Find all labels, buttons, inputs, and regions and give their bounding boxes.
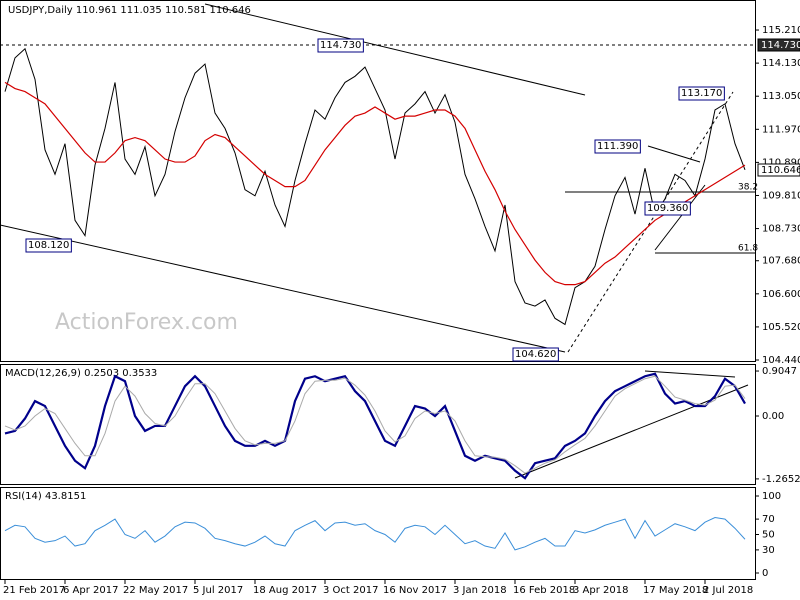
annotation-box: [512, 347, 559, 362]
annotation: 114.730: [320, 40, 361, 51]
trend-line: [204, 3, 586, 96]
x-tick-label: 17 May 2018: [643, 585, 708, 596]
price-box: [757, 163, 800, 177]
annotation: 104.620: [515, 349, 556, 360]
macd-title: MACD(12,26,9) 0.2503 0.3533: [5, 368, 157, 379]
annotation: 109.360: [647, 203, 688, 214]
y-tick-label: 104.440: [762, 355, 800, 366]
x-tick-label: 16 Nov 2017: [383, 585, 447, 596]
trend-line: [644, 370, 736, 378]
series-line: [4, 517, 746, 551]
x-tick-label: 3 Jan 2018: [453, 585, 507, 596]
chart-title: USDJPY,Daily 110.961 111.035 110.581 110…: [8, 5, 251, 16]
x-tick-label: 21 Feb 2017: [3, 585, 65, 596]
trend-line: [647, 145, 701, 163]
annotation-box: [317, 38, 364, 53]
x-tick-label: 3 Apr 2018: [573, 585, 628, 596]
y-tick-label: 113.050: [762, 91, 800, 102]
y-tick-label: 115.210: [762, 25, 800, 36]
x-tick-label: 5 Jul 2017: [193, 585, 243, 596]
y-tick-label: 106.600: [762, 289, 800, 300]
y-tick-label: 107.680: [762, 256, 800, 267]
x-tick-label: 2 Jul 2018: [703, 585, 753, 596]
trend-line: [0, 224, 566, 353]
series-line: [4, 81, 746, 286]
price-box: [757, 38, 800, 52]
annotation: 61.8: [738, 244, 758, 254]
x-tick-label: 16 Feb 2018: [513, 585, 575, 596]
series-line: [4, 372, 746, 480]
series-line: [4, 47, 746, 326]
y-tick-label: 0.9047: [762, 366, 797, 377]
annotation-box: [678, 86, 725, 101]
x-tick-label: 3 Oct 2017: [323, 585, 378, 596]
annotation-box: [25, 238, 72, 253]
y-tick-label: 114.130: [762, 58, 800, 69]
watermark: ActionForex.com: [55, 310, 238, 335]
annotation: 111.390: [597, 141, 638, 152]
rsi-title: RSI(14) 43.8151: [5, 491, 86, 502]
macd-panel: [0, 364, 756, 485]
y-tick-label: 105.520: [762, 322, 800, 333]
annotation: 38.2: [738, 183, 758, 193]
y-tick-label: 111.970: [762, 124, 800, 135]
y-tick-label: 0: [762, 568, 768, 579]
y-tick-label: 109.810: [762, 190, 800, 201]
series-line: [4, 375, 746, 474]
y-tick-label: 30: [762, 545, 775, 556]
annotation: 113.170: [681, 88, 722, 99]
price-panel: [0, 0, 756, 362]
x-tick-label: 18 Aug 2017: [253, 585, 317, 596]
y-tick-label: 50: [762, 530, 775, 541]
annotation-box: [594, 139, 641, 154]
trend-line: [654, 184, 706, 251]
trend-line: [567, 91, 734, 353]
annotation: 108.120: [28, 240, 69, 251]
rsi-panel: [0, 487, 756, 580]
y-tick-label: 100: [762, 491, 781, 502]
annotation-box: [644, 201, 691, 216]
x-tick-label: 22 May 2017: [123, 585, 188, 596]
price-box-label: 110.646: [761, 165, 800, 176]
x-tick-label: 6 Apr 2017: [63, 585, 118, 596]
y-tick-label: 0.00: [762, 411, 784, 422]
y-tick-label: 110.890: [762, 157, 800, 168]
y-tick-label: 70: [762, 514, 775, 525]
y-tick-label: -1.2652: [762, 474, 800, 485]
y-tick-label: 108.730: [762, 224, 800, 235]
price-box-label: 114.730: [761, 40, 800, 51]
